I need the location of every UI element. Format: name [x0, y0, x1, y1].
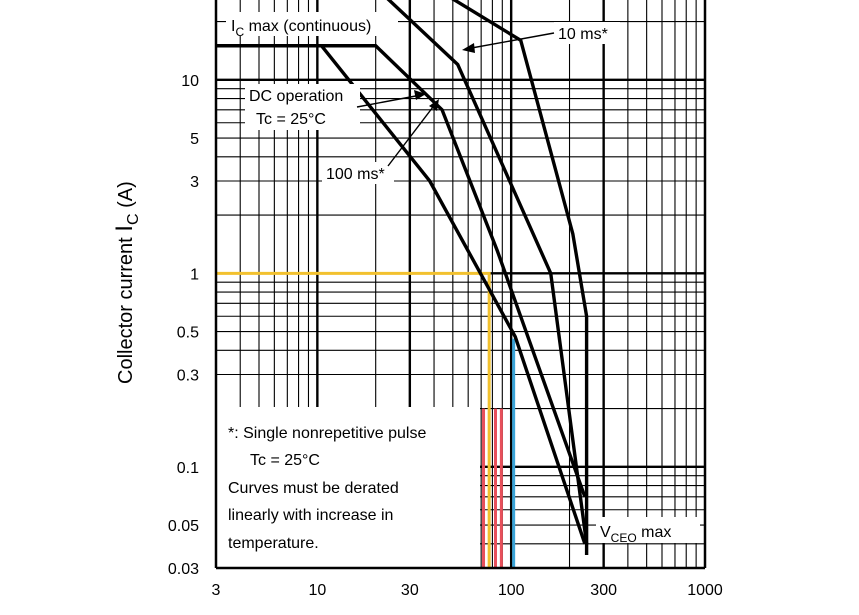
ms100-label: 100 ms*	[326, 166, 385, 183]
y-tick-label-0.03: 0.03	[168, 561, 199, 578]
dc-operation-label: DC operation	[249, 88, 343, 105]
y-tick-labels: 10 5 3 1 0.5 0.3 0.1 0.05 0.03	[168, 73, 199, 578]
vceo-label: VCEO max	[600, 524, 671, 545]
ic-max-rest: max (continuous)	[244, 18, 371, 35]
note-line-5: temperature.	[228, 535, 319, 552]
ms10-arrowhead	[462, 43, 475, 53]
highlight-line-1	[216, 271, 491, 568]
y-axis-label-main: Collector current	[115, 237, 137, 384]
note-line-1: *: Single nonrepetitive pulse	[228, 425, 426, 442]
x-tick-label-300: 300	[590, 582, 617, 599]
ic-max-label: IC max (continuous)	[231, 18, 371, 39]
x-tick-label-100: 100	[498, 582, 525, 599]
highlight-lines	[216, 271, 516, 568]
x-tick-label-10: 10	[308, 582, 326, 599]
ms100-arrowhead	[429, 99, 439, 111]
y-tick-label-0.1: 0.1	[177, 460, 199, 477]
y-tick-label-1: 1	[190, 266, 199, 283]
ms100-arrow	[387, 102, 437, 167]
x-tick-label-30: 30	[401, 582, 419, 599]
dc-arrow	[356, 94, 422, 108]
ms10-label: 10 ms*	[558, 26, 608, 43]
y-tick-label-0.5: 0.5	[177, 325, 199, 342]
note-line-2: Tc = 25°C	[250, 452, 320, 469]
ic-max-label-bg	[226, 12, 398, 36]
ms100-label-bg	[322, 162, 394, 184]
ic-max-subscript: C	[235, 25, 244, 39]
x-tick-labels: 3 10 30 100 300 1000	[212, 582, 723, 599]
soa-curve-4	[451, 0, 589, 556]
vceo-label-bg	[596, 517, 700, 543]
x-tick-label-1000: 1000	[687, 582, 723, 599]
vceo-subscript: CEO	[611, 531, 637, 545]
y-tick-label-0.05: 0.05	[168, 518, 199, 535]
y-axis-label-symbol: I	[111, 225, 138, 232]
soa-curve-3	[386, 0, 589, 545]
vceo-symbol: V	[600, 524, 611, 541]
y-tick-label-5: 5	[190, 131, 199, 148]
y-axis-label-subscript: C	[125, 213, 142, 225]
y-axis-label: Collector current IC (A)	[111, 181, 142, 384]
note-box	[216, 407, 480, 567]
vceo-rest: max	[637, 524, 672, 541]
ic-max-symbol: I	[231, 18, 235, 35]
y-tick-label-0.3: 0.3	[177, 368, 199, 385]
dc-tc-label: Tc = 25°C	[256, 111, 326, 128]
soa-curve-2	[216, 44, 587, 545]
x-tick-label-3: 3	[212, 582, 221, 599]
y-axis-label-unit: (A)	[115, 181, 137, 208]
dc-label-bg	[245, 84, 360, 130]
y-tick-label-3: 3	[190, 174, 199, 191]
dc-arrowhead	[414, 90, 426, 100]
ms10-arrow	[465, 32, 555, 50]
note-line-4: linearly with increase in	[228, 507, 393, 524]
note-line-3: Curves must be derated	[228, 480, 399, 497]
soa-curves	[216, 0, 589, 556]
y-tick-label-10: 10	[181, 73, 199, 90]
ms10-label-bg	[554, 22, 620, 44]
